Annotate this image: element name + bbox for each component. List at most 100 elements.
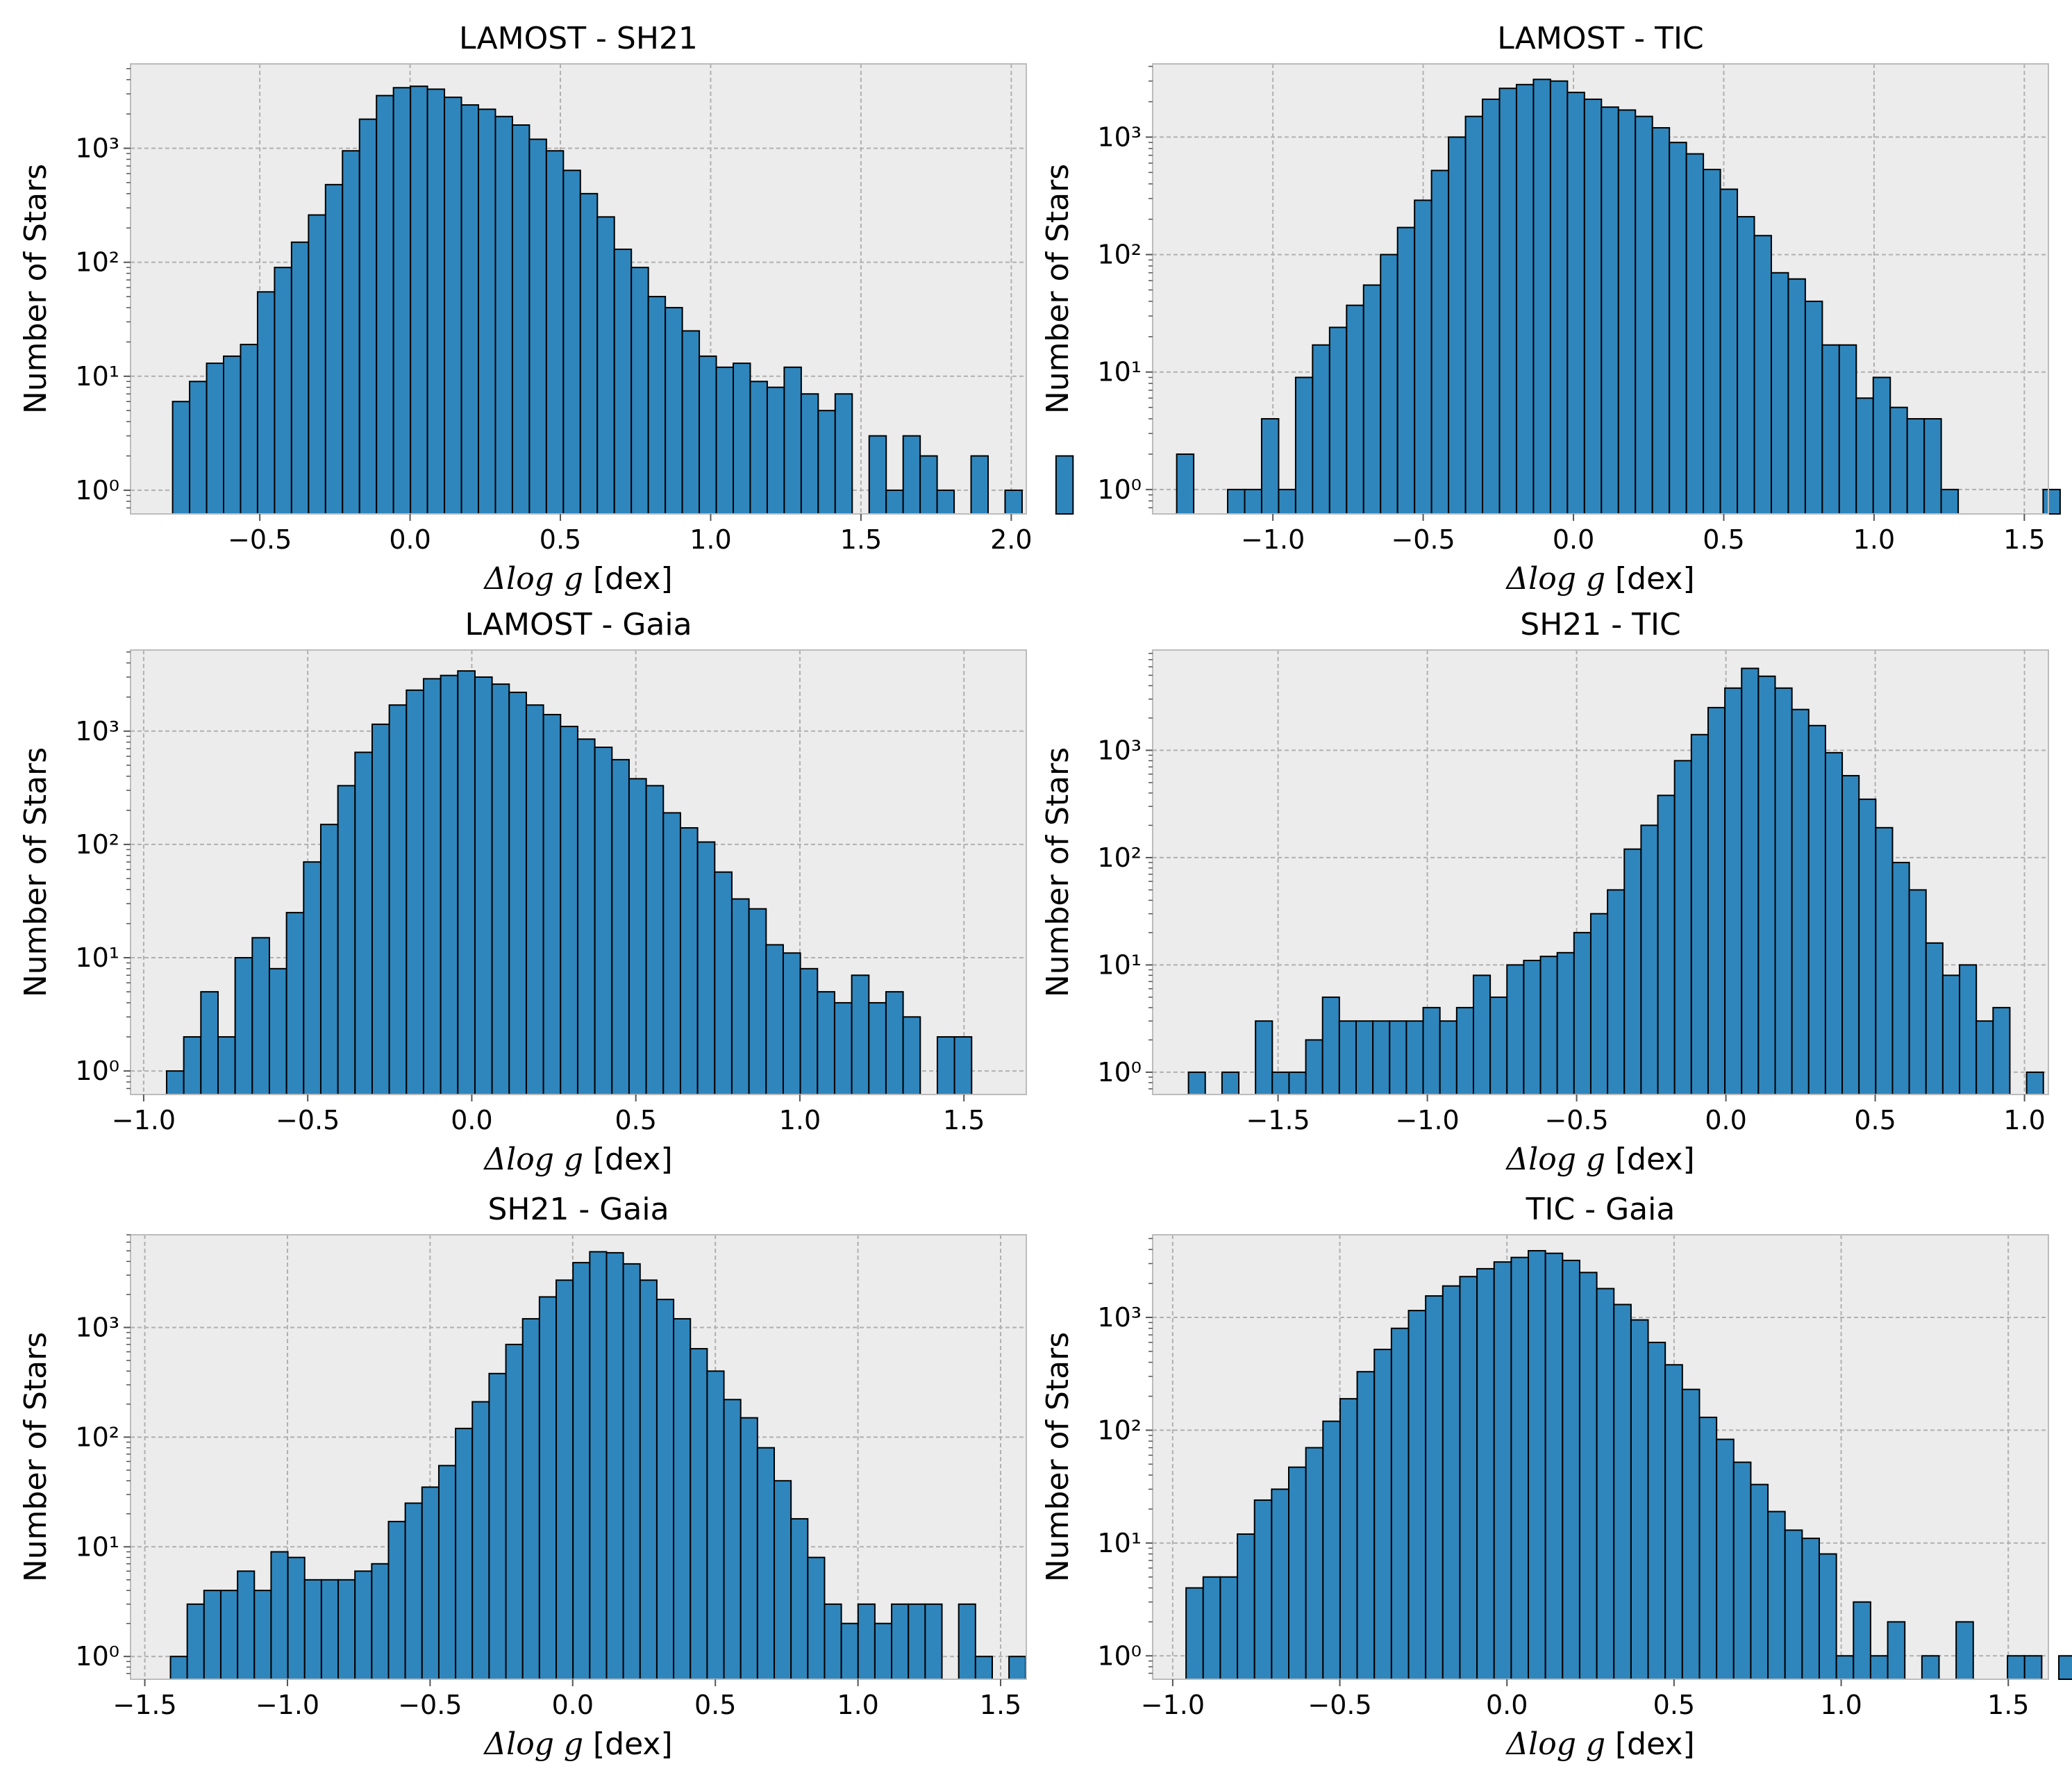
histogram-bar xyxy=(251,937,270,1096)
histogram-bar xyxy=(1448,136,1467,515)
histogram-bar xyxy=(1506,964,1525,1096)
histogram-bar xyxy=(1294,376,1314,515)
histogram-bar xyxy=(953,1036,973,1096)
x-axis-label-math: Δlog g xyxy=(1505,1142,1605,1177)
histogram-bar xyxy=(596,216,615,515)
histogram-bar xyxy=(748,908,767,1096)
histogram-bar xyxy=(1955,1621,1974,1680)
histogram-bar xyxy=(2058,1655,2072,1681)
histogram-bar xyxy=(885,991,904,1095)
histogram-bar xyxy=(1623,848,1642,1096)
histogram-bar xyxy=(1464,115,1484,515)
histogram-bar xyxy=(555,1279,574,1680)
x-axis-label-math: Δlog g xyxy=(483,1142,583,1177)
histogram-bar xyxy=(1887,1621,1906,1680)
histogram-bar xyxy=(320,1579,340,1681)
histogram-bar xyxy=(542,713,562,1095)
x-axis-label-unit: [dex] xyxy=(583,1726,673,1762)
histogram-bar xyxy=(1724,687,1743,1095)
histogram-bar xyxy=(1838,344,1857,515)
histogram-bar xyxy=(665,306,683,515)
histogram-bar xyxy=(1414,199,1432,515)
histogram-bar xyxy=(521,1317,540,1680)
histogram-bar xyxy=(422,678,442,1095)
histogram-bar xyxy=(1630,1319,1649,1680)
histogram-bar xyxy=(1407,1310,1427,1680)
histogram-bar xyxy=(1617,109,1637,515)
histogram-bar xyxy=(851,974,870,1096)
x-axis-label-math: Δlog g xyxy=(483,1726,583,1762)
histogram-bar xyxy=(1355,1020,1374,1095)
histogram-bar xyxy=(1405,1020,1424,1095)
y-tick-label: 10¹ xyxy=(75,361,119,392)
x-tick-label: 0.5 xyxy=(1703,524,1744,555)
x-tick-label: 2.0 xyxy=(990,524,1032,555)
histogram-bar xyxy=(740,1417,758,1680)
chart-title-tic-gaia: TIC - Gaia xyxy=(1526,1192,1676,1227)
x-tick-label: −1.0 xyxy=(112,1105,176,1135)
chart-title-lamost-tic: LAMOST - TIC xyxy=(1497,21,1703,56)
y-tick-label: 10¹ xyxy=(1097,949,1142,980)
histogram-bar xyxy=(1482,98,1501,515)
histogram-bar xyxy=(1921,1655,1940,1681)
histogram-bar xyxy=(924,1603,943,1681)
histogram-bar xyxy=(219,1590,239,1680)
histogram-bar xyxy=(404,1502,423,1680)
histogram-bar xyxy=(1770,272,1789,515)
histogram-bar xyxy=(1439,1020,1457,1095)
y-tick-label: 10⁰ xyxy=(75,1641,119,1672)
x-tick-label: 0.5 xyxy=(1653,1690,1695,1720)
x-tick-label: 0.0 xyxy=(451,1105,492,1135)
histogram-bar xyxy=(1271,1488,1289,1681)
histogram-bar xyxy=(1821,344,1840,515)
histogram-bar xyxy=(1185,1587,1204,1680)
histogram-bar xyxy=(358,118,378,515)
y-axis-label: Number of Stars xyxy=(1040,1332,1076,1582)
histogram-bar xyxy=(1824,751,1844,1095)
y-tick-label: 10³ xyxy=(1097,735,1142,765)
histogram-bar xyxy=(799,967,819,1095)
histogram-bar xyxy=(639,1279,658,1680)
histogram-bar xyxy=(200,991,219,1095)
x-tick-label: −0.5 xyxy=(1544,1105,1608,1135)
histogram-bar xyxy=(1906,418,1925,515)
x-axis-label: Δlog g [dex] xyxy=(483,1142,672,1177)
x-tick-label: 1.0 xyxy=(2003,1105,2045,1135)
histogram-bar xyxy=(1260,418,1280,515)
y-tick-label: 10³ xyxy=(75,716,119,747)
histogram-bar xyxy=(714,871,733,1095)
histogram-bar xyxy=(1635,115,1653,515)
histogram-bar xyxy=(1288,1466,1307,1680)
histogram-bar xyxy=(1528,1249,1546,1680)
y-tick-label: 10⁰ xyxy=(1097,1640,1142,1671)
x-tick-label: 1.0 xyxy=(1853,524,1895,555)
histogram-bars xyxy=(1187,667,2044,1096)
x-tick-label: 0.0 xyxy=(1705,1105,1746,1135)
histogram-bar xyxy=(936,489,955,515)
histogram-bar xyxy=(817,410,836,515)
histogram-bar xyxy=(868,1001,887,1096)
histogram-bar xyxy=(1390,1327,1410,1680)
histogram-bar xyxy=(206,363,225,515)
histogram-bar xyxy=(1544,1252,1564,1681)
y-tick-label: 10⁰ xyxy=(75,475,119,506)
histogram-bar xyxy=(319,824,339,1096)
histogram-bar xyxy=(1305,1039,1323,1096)
histogram-bar xyxy=(268,967,287,1095)
histogram-bar xyxy=(1607,889,1626,1096)
histogram-bar xyxy=(508,691,527,1095)
x-tick-label: −0.5 xyxy=(1391,524,1455,555)
histogram-bar xyxy=(1583,98,1603,515)
panel-lamost-sh21: −0.5 0.0 0.5 1.0 1.5 2.0 10⁰ 10¹ 10² 10³ LAMOST - … xyxy=(18,21,1074,597)
histogram-bar xyxy=(1613,1304,1632,1680)
histogram-bar xyxy=(511,124,530,515)
histogram-bar xyxy=(1539,956,1558,1096)
histogram-bar xyxy=(371,1563,390,1681)
histogram-bar xyxy=(1992,1006,2011,1096)
y-axis-label: Number of Stars xyxy=(18,164,53,414)
histogram-bar xyxy=(2042,488,2061,515)
histogram-bar xyxy=(611,758,630,1095)
y-tick-label: 10² xyxy=(75,829,119,860)
y-tick-label: 10¹ xyxy=(1097,1528,1142,1558)
